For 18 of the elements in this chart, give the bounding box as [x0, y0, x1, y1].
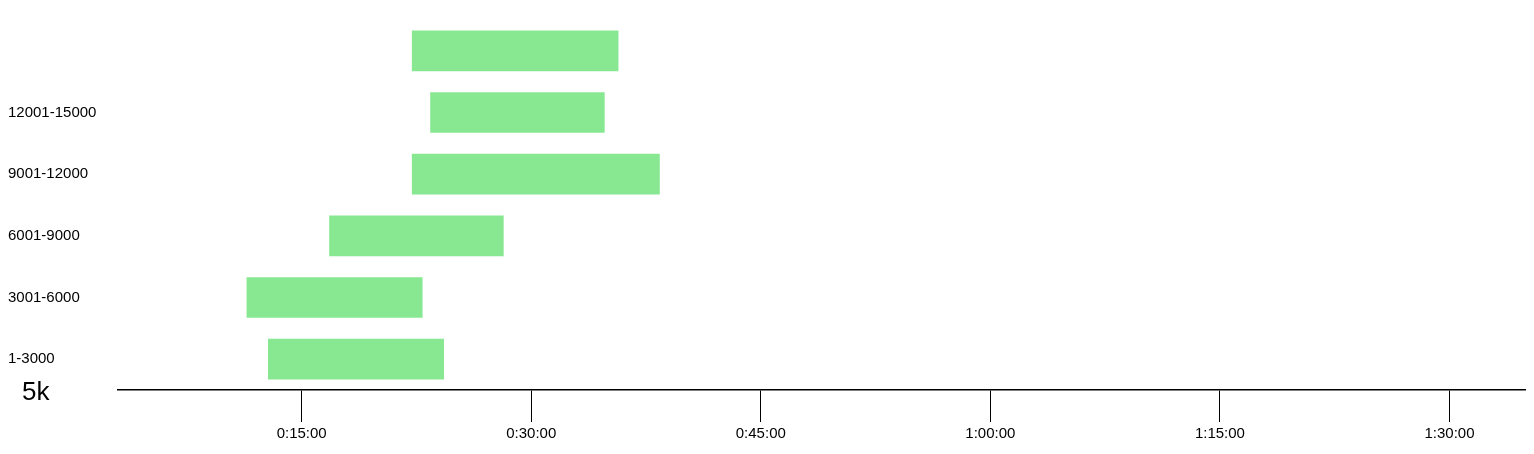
bar [430, 92, 605, 133]
x-tick-label: 0:15:00 [276, 424, 327, 442]
x-tick-label: 1:30:00 [1424, 424, 1475, 442]
y-tick-label: 12001-15000 [8, 102, 97, 120]
text: 5k [22, 376, 50, 407]
y-tick-label: 1-3000 [8, 349, 55, 367]
bar [329, 215, 504, 257]
x-tick-label: 1:15:00 [1194, 424, 1245, 442]
y-tick-label: 6001-9000 [8, 225, 80, 243]
x-tick-label: 0:30:00 [506, 424, 557, 442]
y-tick-label: 3001-6000 [8, 287, 80, 305]
x-tick-label: 1:00:00 [965, 424, 1016, 442]
bar [246, 277, 423, 318]
x-tick-label: 0:45:00 [735, 424, 786, 442]
bar [411, 30, 619, 72]
y-tick-label: 9001-12000 [8, 164, 89, 182]
bar [411, 153, 660, 195]
bar [267, 338, 444, 380]
